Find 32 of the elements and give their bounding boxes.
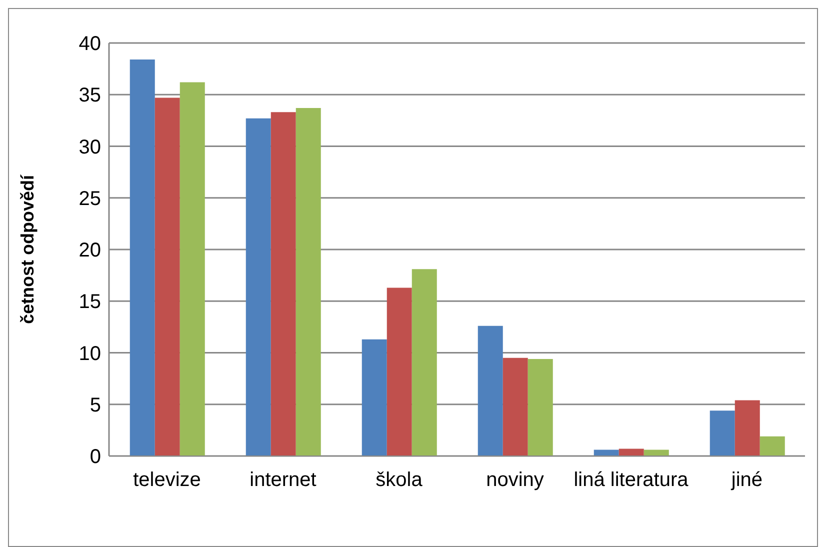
y-axis-title: četnost odpovědí bbox=[17, 174, 38, 324]
y-tick-label: 5 bbox=[90, 394, 101, 416]
x-tick-label: noviny bbox=[486, 469, 544, 492]
x-tick-label: škola bbox=[376, 469, 424, 492]
bar bbox=[710, 410, 735, 456]
y-tick-label: 40 bbox=[78, 33, 101, 56]
x-tick-label: liná literatura bbox=[574, 469, 690, 492]
y-tick-label: 0 bbox=[90, 446, 101, 468]
bar bbox=[130, 60, 155, 456]
y-tick-label: 35 bbox=[78, 84, 101, 107]
bar bbox=[386, 288, 412, 456]
x-tick-label: internet bbox=[250, 469, 317, 492]
bar bbox=[618, 448, 644, 456]
y-tick-label: 20 bbox=[78, 240, 101, 262]
bar bbox=[296, 108, 321, 456]
bar bbox=[734, 400, 760, 456]
bar bbox=[760, 436, 785, 456]
bar bbox=[270, 112, 296, 456]
bar bbox=[528, 358, 553, 456]
bar bbox=[180, 82, 205, 456]
y-tick-label: 25 bbox=[78, 188, 101, 210]
bar bbox=[502, 358, 528, 456]
y-tick-label: 15 bbox=[78, 291, 101, 314]
x-tick-label: televize bbox=[133, 469, 201, 492]
bar bbox=[478, 326, 503, 456]
bar bbox=[412, 269, 437, 456]
bar bbox=[246, 118, 271, 456]
bar bbox=[154, 98, 180, 456]
y-tick-label: 30 bbox=[78, 136, 101, 158]
x-tick-label: jiné bbox=[730, 469, 763, 492]
bar bbox=[362, 339, 387, 456]
y-tick-label: 10 bbox=[78, 342, 101, 365]
